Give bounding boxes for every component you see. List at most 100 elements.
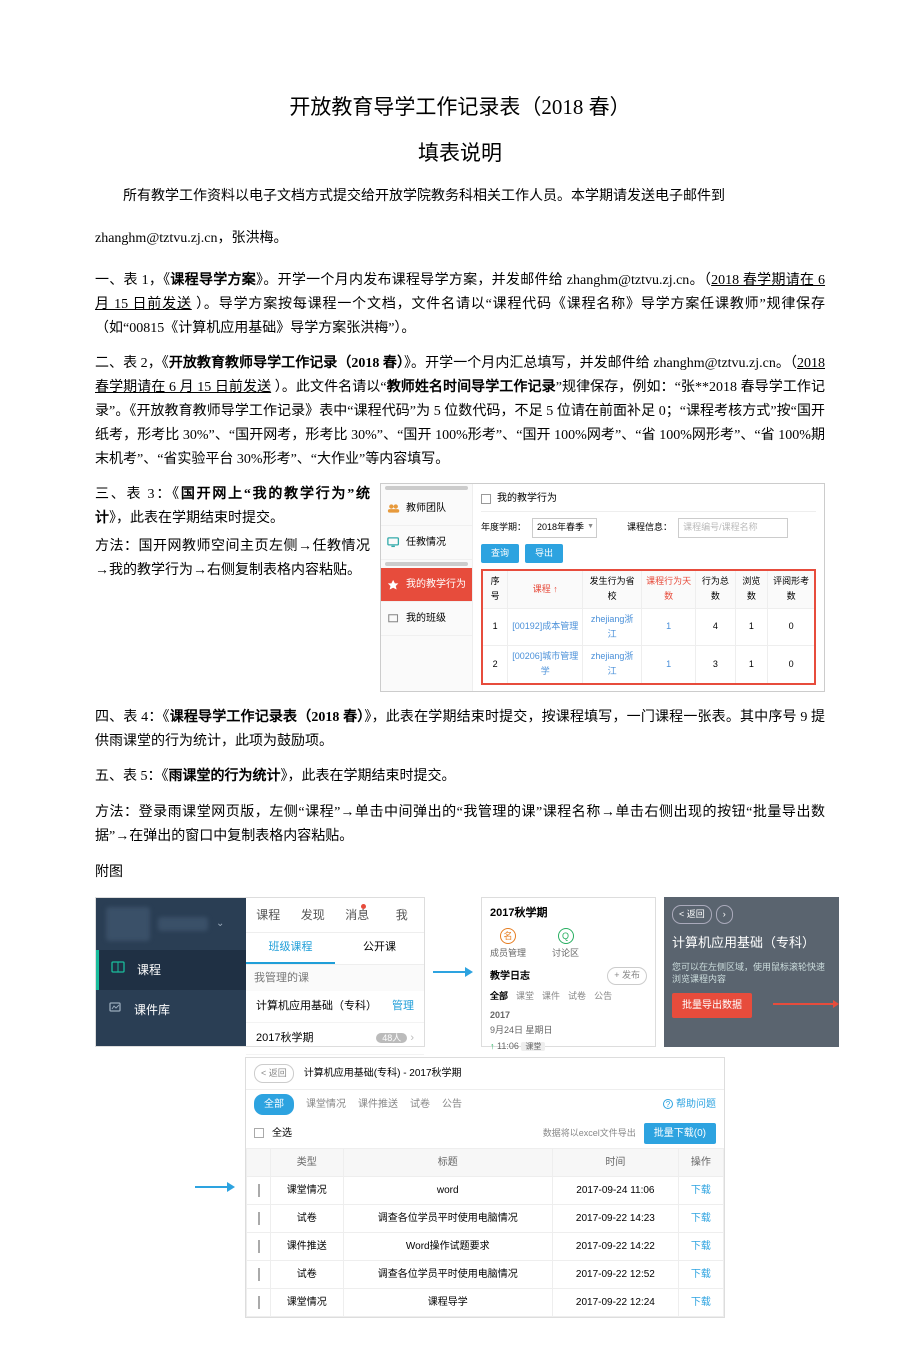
c: 课堂情况: [271, 1288, 344, 1316]
sc1-term-select[interactable]: 2018年春季: [532, 518, 597, 537]
pB-discuss[interactable]: Q讨论区: [552, 928, 579, 961]
yuketang-panel-a: ⌄ 课程 课件库 课程 发现 消息 我 班级课程 公开课 我: [95, 897, 425, 1047]
sc1-side-teach[interactable]: 任教情况: [381, 526, 472, 560]
download-link[interactable]: 下载: [678, 1288, 723, 1316]
pA-row1-manage[interactable]: 管理: [392, 997, 414, 1016]
pB-date: 9月24日 星期日: [490, 1023, 647, 1038]
sc1-row-1: 1[00192]成本管理zhejiang浙江1410: [482, 608, 815, 646]
sc3-tab-all[interactable]: 全部: [254, 1094, 294, 1115]
sc1-r2-1[interactable]: [00206]城市管理学: [508, 646, 583, 684]
pB-semester: 2017秋学期: [490, 904, 647, 923]
sc3-select-all-checkbox[interactable]: [254, 1128, 264, 1138]
row-checkbox[interactable]: [258, 1184, 260, 1197]
sc1-main: 我的教学行为 年度学期： 2018年春季 课程信息： 课程编号/课程名称 查询 …: [473, 484, 824, 690]
help-icon: ?: [663, 1099, 673, 1109]
sc1-export-button[interactable]: 导出: [525, 544, 563, 563]
s2-f: 教师姓名时间导学工作记录: [387, 380, 556, 395]
pA-tab-message[interactable]: 消息: [335, 898, 380, 932]
section-5-attach: 附图: [95, 861, 825, 885]
sc3-title: 计算机应用基础(专科) - 2017秋学期: [304, 1065, 462, 1082]
sc1-r2-6: 0: [768, 646, 815, 684]
sc1-r1-0: 1: [482, 608, 508, 646]
time-icon: ↑: [490, 1041, 495, 1051]
pA-tab2-public[interactable]: 公开课: [335, 933, 424, 964]
sc1-th-0[interactable]: 序号: [482, 570, 508, 608]
pA-hdr1: 我管理的课: [246, 965, 424, 992]
download-link[interactable]: 下载: [678, 1176, 723, 1204]
pA-profile[interactable]: ⌄: [96, 898, 246, 950]
sc1-filter: 年度学期： 2018年春季 课程信息： 课程编号/课程名称: [481, 518, 816, 537]
download-link[interactable]: 下载: [678, 1204, 723, 1232]
sc3-download-button[interactable]: 批量下载(0): [644, 1123, 716, 1144]
pB-ftab-2[interactable]: 课件: [542, 989, 560, 1004]
sc3-top: < 返回 计算机应用基础(专科) - 2017秋学期: [246, 1058, 724, 1090]
sc1-th-6[interactable]: 评阅形考数: [768, 570, 815, 608]
sc1-checkbox[interactable]: [481, 494, 491, 504]
pC-fwd-button[interactable]: ›: [716, 905, 733, 924]
sc1-th-2[interactable]: 发生行为省校: [583, 570, 642, 608]
pC-export-button[interactable]: 批量导出数据: [672, 993, 752, 1018]
sc1-table: 序号 课程 ↑ 发生行为省校 课程行为天数 行为总数 浏览数 评阅形考数 1[0…: [481, 569, 816, 685]
pB-foot: 2017 9月24日 星期日 ↑ 11:06 课堂: [490, 1008, 647, 1054]
screenshot-guokai: 教师团队 任教情况 我的教学行为 我的班级 我的教学行为 年度学期： 2018年…: [380, 483, 825, 691]
sc3-tab-3[interactable]: 试卷: [410, 1096, 430, 1113]
pA-tab-course[interactable]: 课程: [246, 898, 291, 932]
sc1-filter-label1: 年度学期：: [481, 520, 526, 535]
pA-tab-discover[interactable]: 发现: [291, 898, 336, 932]
yuketang-export-dialog: < 返回 计算机应用基础(专科) - 2017秋学期 全部 课堂情况 课件推送 …: [245, 1057, 725, 1318]
c: 课件推送: [271, 1232, 344, 1260]
sc3-tab-4[interactable]: 公告: [442, 1096, 462, 1113]
sc1-th-1[interactable]: 课程 ↑: [508, 570, 583, 608]
pB-ftab-4[interactable]: 公告: [594, 989, 612, 1004]
sc1-r2-3: 1: [642, 646, 696, 684]
sc1-side-class[interactable]: 我的班级: [381, 602, 472, 636]
section-5-method: 方法：登录雨课堂网页版，左侧“课程”→单击中间弹出的“我管理的课”课程名称→单击…: [95, 801, 825, 849]
sc3-back-button[interactable]: < 返回: [254, 1064, 294, 1083]
row-checkbox[interactable]: [258, 1212, 260, 1225]
sc1-side-team[interactable]: 教师团队: [381, 492, 472, 526]
download-link[interactable]: 下载: [678, 1232, 723, 1260]
pC-hint: 您可以在左侧区域，使用鼠标滚轮快速浏览课程内容: [672, 962, 831, 985]
sc1-r1-1[interactable]: [00192]成本管理: [508, 608, 583, 646]
sc1-th-3[interactable]: 课程行为天数: [642, 570, 696, 608]
pA-tab2-class[interactable]: 班级课程: [246, 933, 335, 964]
sc3-export-hint: 数据将以excel文件导出: [543, 1126, 636, 1141]
c: 2017-09-22 12:24: [552, 1288, 678, 1316]
pA-tabs1: 课程 发现 消息 我: [246, 898, 424, 933]
sc3-tab-2[interactable]: 课件推送: [358, 1096, 398, 1113]
sc3-help[interactable]: ?帮助问题: [663, 1096, 716, 1113]
sc3-tab-1[interactable]: 课堂情况: [306, 1096, 346, 1113]
yuketang-panel-b: 2017秋学期 名成员管理 Q讨论区 教学日志+ 发布 全部 课堂 课件 试卷 …: [481, 897, 656, 1047]
pA-side-lib[interactable]: 课件库: [96, 990, 246, 1030]
intro-text-a: 所有教学工作资料以电子文档方式提交给开放学院教务科相关工作人员。本学期请发送电子…: [123, 189, 725, 204]
row-checkbox[interactable]: [258, 1268, 260, 1281]
pB-add-button[interactable]: + 发布: [607, 967, 647, 984]
members-icon: 名: [500, 928, 516, 944]
pB-ftab-all[interactable]: 全部: [490, 989, 508, 1004]
sc1-r2-5: 1: [735, 646, 767, 684]
pA-side-course[interactable]: 课程: [96, 950, 246, 990]
pB-ftab-3[interactable]: 试卷: [568, 989, 586, 1004]
sc1-th-5[interactable]: 浏览数: [735, 570, 767, 608]
row-checkbox[interactable]: [258, 1296, 260, 1309]
pB-ftab-1[interactable]: 课堂: [516, 989, 534, 1004]
sc1-search-button[interactable]: 查询: [481, 544, 519, 563]
row-checkbox[interactable]: [258, 1240, 260, 1253]
pB-members[interactable]: 名成员管理: [490, 928, 526, 961]
pA-row2[interactable]: 2017秋学期48人 ›: [246, 1023, 424, 1055]
download-link[interactable]: 下载: [678, 1260, 723, 1288]
sc1-th-4[interactable]: 行为总数: [696, 570, 736, 608]
sc1-side-behavior[interactable]: 我的教学行为: [381, 568, 472, 602]
sc1-row-2: 2[00206]城市管理学zhejiang浙江1310: [482, 646, 815, 684]
sc3-thead: 类型 标题 时间 操作: [247, 1148, 724, 1176]
intro-paragraph: 所有教学工作资料以电子文档方式提交给开放学院教务科相关工作人员。本学期请发送电子…: [95, 185, 825, 209]
pC-back-button[interactable]: < 返回: [672, 905, 712, 924]
pA-row1[interactable]: 计算机应用基础（专科） 管理: [246, 991, 424, 1023]
sc1-course-input[interactable]: 课程编号/课程名称: [678, 518, 788, 537]
pA-tab-me[interactable]: 我: [380, 898, 425, 932]
c: 2017-09-22 12:52: [552, 1260, 678, 1288]
pA-row1-label: 计算机应用基础（专科）: [256, 997, 377, 1016]
pB-filter-tabs: 全部 课堂 课件 试卷 公告: [490, 989, 647, 1004]
sc3-th-3: 时间: [552, 1148, 678, 1176]
sc1-r1-4: 4: [696, 608, 736, 646]
